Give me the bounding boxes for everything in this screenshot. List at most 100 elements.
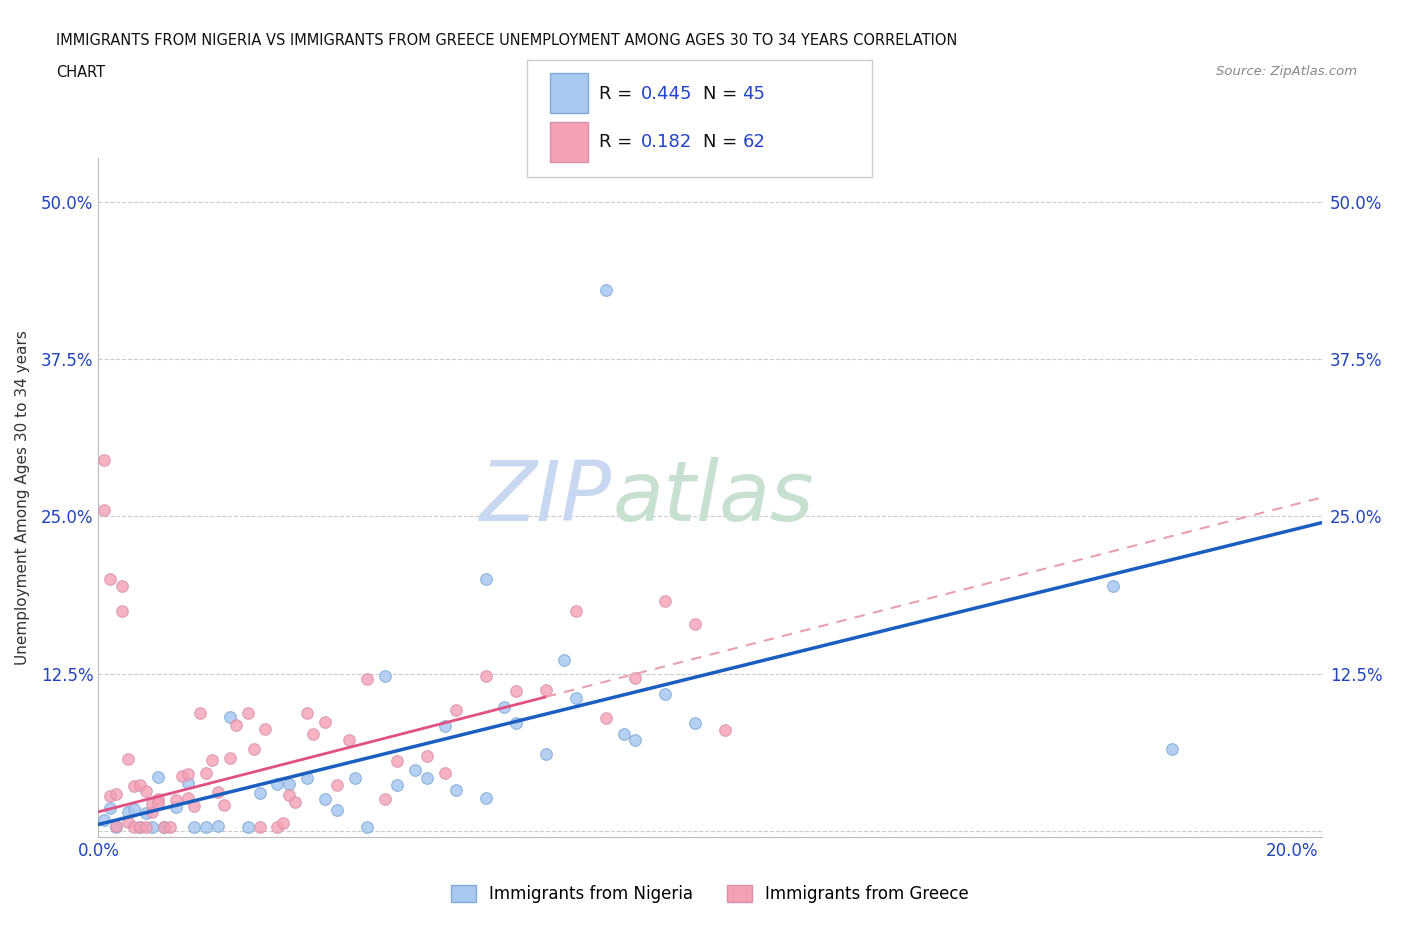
Point bbox=[105, 819, 128, 834]
Point bbox=[595, 283, 617, 298]
Point bbox=[165, 800, 187, 815]
Point bbox=[683, 715, 706, 730]
Point bbox=[122, 802, 145, 817]
Point bbox=[117, 751, 139, 766]
Point bbox=[159, 819, 181, 834]
Point bbox=[302, 727, 325, 742]
Point bbox=[212, 798, 235, 813]
Point bbox=[135, 819, 157, 834]
Point bbox=[1161, 741, 1184, 756]
Point bbox=[273, 816, 295, 830]
Point bbox=[683, 617, 706, 631]
Text: IMMIGRANTS FROM NIGERIA VS IMMIGRANTS FROM GREECE UNEMPLOYMENT AMONG AGES 30 TO : IMMIGRANTS FROM NIGERIA VS IMMIGRANTS FR… bbox=[56, 33, 957, 47]
Point bbox=[249, 819, 271, 834]
Point bbox=[374, 669, 396, 684]
Point bbox=[1101, 578, 1123, 593]
Point bbox=[105, 819, 128, 834]
Point bbox=[612, 726, 634, 741]
Point bbox=[624, 733, 647, 748]
Point bbox=[141, 819, 163, 834]
Point bbox=[297, 706, 319, 721]
Point bbox=[98, 788, 121, 803]
Point bbox=[236, 819, 259, 834]
Point bbox=[534, 747, 557, 762]
Point bbox=[326, 803, 349, 817]
Point bbox=[183, 798, 205, 813]
Text: R =: R = bbox=[599, 85, 638, 103]
Point bbox=[146, 795, 169, 810]
Point bbox=[356, 671, 378, 686]
Text: N =: N = bbox=[703, 133, 742, 151]
Point bbox=[177, 790, 200, 805]
Point bbox=[225, 718, 247, 733]
Point bbox=[122, 819, 145, 834]
Point bbox=[165, 793, 187, 808]
Point bbox=[553, 653, 575, 668]
Point bbox=[93, 452, 115, 467]
Point bbox=[236, 705, 259, 720]
Point bbox=[314, 714, 336, 729]
Text: atlas: atlas bbox=[612, 457, 814, 538]
Point bbox=[475, 790, 498, 805]
Point bbox=[284, 794, 307, 809]
Point bbox=[433, 766, 456, 781]
Point bbox=[129, 819, 152, 834]
Text: 0.445: 0.445 bbox=[641, 85, 693, 103]
Point bbox=[122, 778, 145, 793]
Point bbox=[374, 791, 396, 806]
Text: 0.182: 0.182 bbox=[641, 133, 692, 151]
Point bbox=[326, 777, 349, 792]
Point bbox=[141, 805, 163, 820]
Point bbox=[385, 777, 408, 792]
Point bbox=[135, 783, 157, 798]
Point bbox=[249, 786, 271, 801]
Point bbox=[343, 771, 366, 786]
Point bbox=[565, 604, 588, 618]
Point bbox=[194, 819, 217, 834]
Point bbox=[207, 818, 229, 833]
Point bbox=[146, 791, 169, 806]
Text: N =: N = bbox=[703, 85, 742, 103]
Point bbox=[475, 572, 498, 587]
Point bbox=[98, 801, 121, 816]
Point bbox=[183, 819, 205, 834]
Point bbox=[654, 686, 676, 701]
Point bbox=[297, 770, 319, 785]
Point bbox=[624, 671, 647, 685]
Point bbox=[446, 702, 468, 717]
Point bbox=[129, 777, 152, 792]
Point bbox=[714, 723, 737, 737]
Point bbox=[475, 669, 498, 684]
Point bbox=[266, 776, 288, 790]
Point bbox=[446, 782, 468, 797]
Text: CHART: CHART bbox=[56, 65, 105, 80]
Point bbox=[93, 813, 115, 828]
Y-axis label: Unemployment Among Ages 30 to 34 years: Unemployment Among Ages 30 to 34 years bbox=[15, 330, 30, 665]
Point bbox=[385, 754, 408, 769]
Point bbox=[356, 819, 378, 834]
Point bbox=[415, 771, 437, 786]
Point bbox=[93, 503, 115, 518]
Point bbox=[146, 769, 169, 784]
Point bbox=[141, 796, 163, 811]
Point bbox=[153, 819, 176, 834]
Point bbox=[254, 722, 277, 737]
Point bbox=[98, 572, 121, 587]
Point bbox=[129, 819, 152, 834]
Point bbox=[415, 749, 437, 764]
Point bbox=[337, 733, 360, 748]
Point bbox=[505, 716, 527, 731]
Point bbox=[135, 805, 157, 820]
Point bbox=[188, 705, 211, 720]
Point bbox=[505, 684, 527, 698]
Point bbox=[433, 719, 456, 734]
Point bbox=[170, 768, 193, 783]
Text: 45: 45 bbox=[742, 85, 765, 103]
Point bbox=[534, 683, 557, 698]
Point bbox=[111, 604, 134, 618]
Point bbox=[242, 742, 264, 757]
Text: R =: R = bbox=[599, 133, 638, 151]
Text: Source: ZipAtlas.com: Source: ZipAtlas.com bbox=[1216, 65, 1357, 78]
Point bbox=[177, 776, 200, 790]
Point bbox=[565, 691, 588, 706]
